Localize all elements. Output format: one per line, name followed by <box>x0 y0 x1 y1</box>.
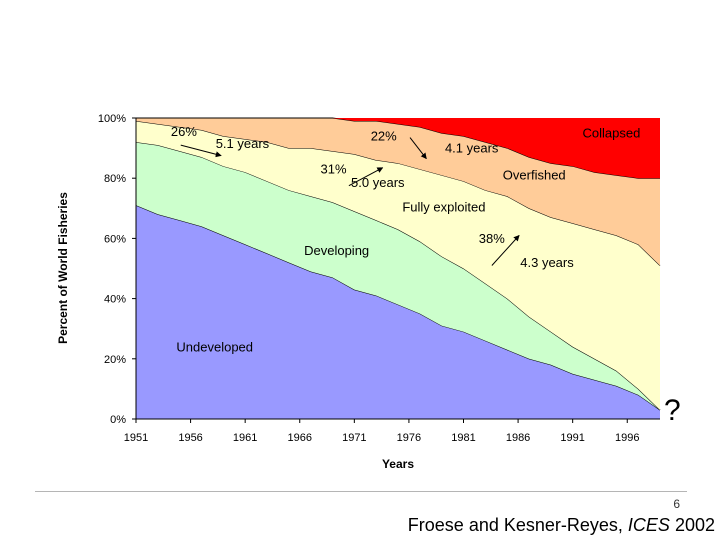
citation-journal: ICES <box>627 515 670 535</box>
slide-number: 6 <box>673 497 680 511</box>
y-axis-title: Percent of World Fisheries <box>56 192 70 344</box>
annotation-label: 26% <box>171 124 197 139</box>
annotation-label: 4.1 years <box>445 141 499 156</box>
annotation-label: Undeveloped <box>176 339 253 354</box>
annotation-label: 5.0 years <box>351 175 405 190</box>
question-mark: ? <box>664 394 681 427</box>
annotation-label: 38% <box>479 231 505 246</box>
area-collapsed <box>136 118 660 179</box>
annotation-label: 22% <box>371 129 397 144</box>
y-tick-label: 100% <box>98 113 126 125</box>
citation-year: 2002 <box>674 515 715 535</box>
x-tick-label: 1986 <box>506 432 530 444</box>
annotation-label: Overfished <box>503 168 566 183</box>
y-tick-label: 40% <box>104 294 126 306</box>
area-overfished <box>136 118 660 266</box>
area-undeveloped <box>136 205 660 419</box>
annotation-arrow <box>409 137 427 160</box>
annotation-label: Collapsed <box>582 126 640 141</box>
citation-authors: Froese and Kesner-Reyes, <box>407 515 623 535</box>
x-tick-label: 1981 <box>451 432 475 444</box>
annotation-label: 4.3 years <box>520 255 574 270</box>
citation: Froese and Kesner-Reyes, ICES 2002 <box>360 515 715 536</box>
annotation-label: Developing <box>304 243 369 258</box>
x-tick-label: 1961 <box>233 432 257 444</box>
annotation-label: 31% <box>320 162 346 177</box>
annotation-arrow <box>491 234 520 266</box>
y-tick-label: 80% <box>104 173 126 185</box>
x-tick-label: 1951 <box>124 432 148 444</box>
y-tick-label: 20% <box>104 354 126 366</box>
x-axis-title: Years <box>382 457 414 471</box>
x-tick-label: 1976 <box>397 432 421 444</box>
y-tick-label: 0% <box>110 414 126 426</box>
x-tick-label: 1996 <box>615 432 639 444</box>
x-tick-label: 1956 <box>178 432 202 444</box>
annotation-arrow <box>348 167 384 187</box>
x-tick-label: 1991 <box>560 432 584 444</box>
annotation-label: 5.1 years <box>216 136 270 151</box>
area-developing <box>136 142 660 410</box>
y-tick-label: 60% <box>104 233 126 245</box>
annotation-arrow <box>180 144 222 158</box>
area-fully-exploited <box>136 121 660 410</box>
footer-divider <box>35 491 687 492</box>
annotation-label: Fully exploited <box>402 199 485 214</box>
x-tick-label: 1966 <box>288 432 312 444</box>
x-tick-label: 1971 <box>342 432 366 444</box>
